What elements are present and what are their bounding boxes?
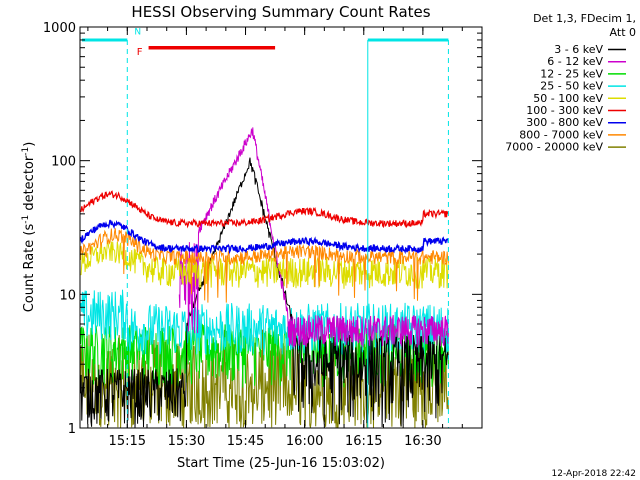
- series-800-7000kev: [80, 228, 449, 303]
- series-300-800kev: [79, 219, 450, 255]
- y-label-sup2: -1: [21, 147, 31, 156]
- legend-label: 3 - 6 keV: [554, 43, 603, 56]
- plot-frame: [79, 26, 483, 429]
- legend-label: 25 - 50 keV: [540, 80, 603, 93]
- y-tick-label: 10: [59, 288, 76, 303]
- legend-label: 12 - 25 keV: [540, 67, 603, 80]
- x-tick-label: 15:30: [168, 434, 205, 449]
- series-6-12kev: [178, 127, 449, 348]
- x-tick-label: 16:00: [286, 434, 323, 449]
- y-label-main: Count Rate (s: [22, 224, 37, 313]
- marker-f-label: F: [137, 47, 143, 58]
- axis-ticks: 15:15 15:30 15:45 16:00 16:15 16:30 1 10 100 1000: [43, 21, 483, 449]
- y-label-mid: detector: [22, 155, 37, 215]
- chart-title: HESSI Observing Summary Count Rates: [131, 3, 430, 21]
- y-tick-label: 1000: [43, 21, 76, 36]
- series-7000-20000kev: [80, 326, 449, 429]
- legend-label: 7000 - 20000 keV: [505, 141, 603, 154]
- y-axis-label: Count Rate (s-1 detector-1): [21, 142, 37, 313]
- x-tick-label: 15:45: [227, 434, 264, 449]
- legend-label: 300 - 800 keV: [526, 116, 603, 129]
- legend-label: 100 - 300 keV: [526, 104, 603, 117]
- series-100-300kev: [80, 190, 449, 229]
- y-tick-label: 100: [51, 155, 76, 170]
- series-25-50kev: [80, 289, 449, 356]
- legend-header: Det 1,3, FDecim 1,: [533, 12, 636, 25]
- data-layer: NF: [79, 27, 450, 429]
- legend-label: 50 - 100 keV: [533, 92, 603, 105]
- legend-label: 800 - 7000 keV: [519, 128, 603, 141]
- series-50-100kev: [80, 240, 449, 289]
- legend-label: 6 - 12 keV: [547, 55, 603, 68]
- x-tick-label: 16:30: [404, 434, 441, 449]
- y-label-sup1: -1: [21, 215, 31, 224]
- marker-n-label: N: [134, 27, 141, 37]
- footer-date: 12-Apr-2018 22:42: [552, 469, 636, 479]
- x-tick-label: 15:15: [109, 434, 146, 449]
- y-tick-label: 1: [68, 422, 76, 437]
- x-tick-label: 16:15: [345, 434, 382, 449]
- x-axis-label: Start Time (25-Jun-16 15:03:02): [177, 456, 385, 471]
- legend-header: Att 0: [610, 26, 636, 39]
- y-label-end: ): [22, 142, 37, 147]
